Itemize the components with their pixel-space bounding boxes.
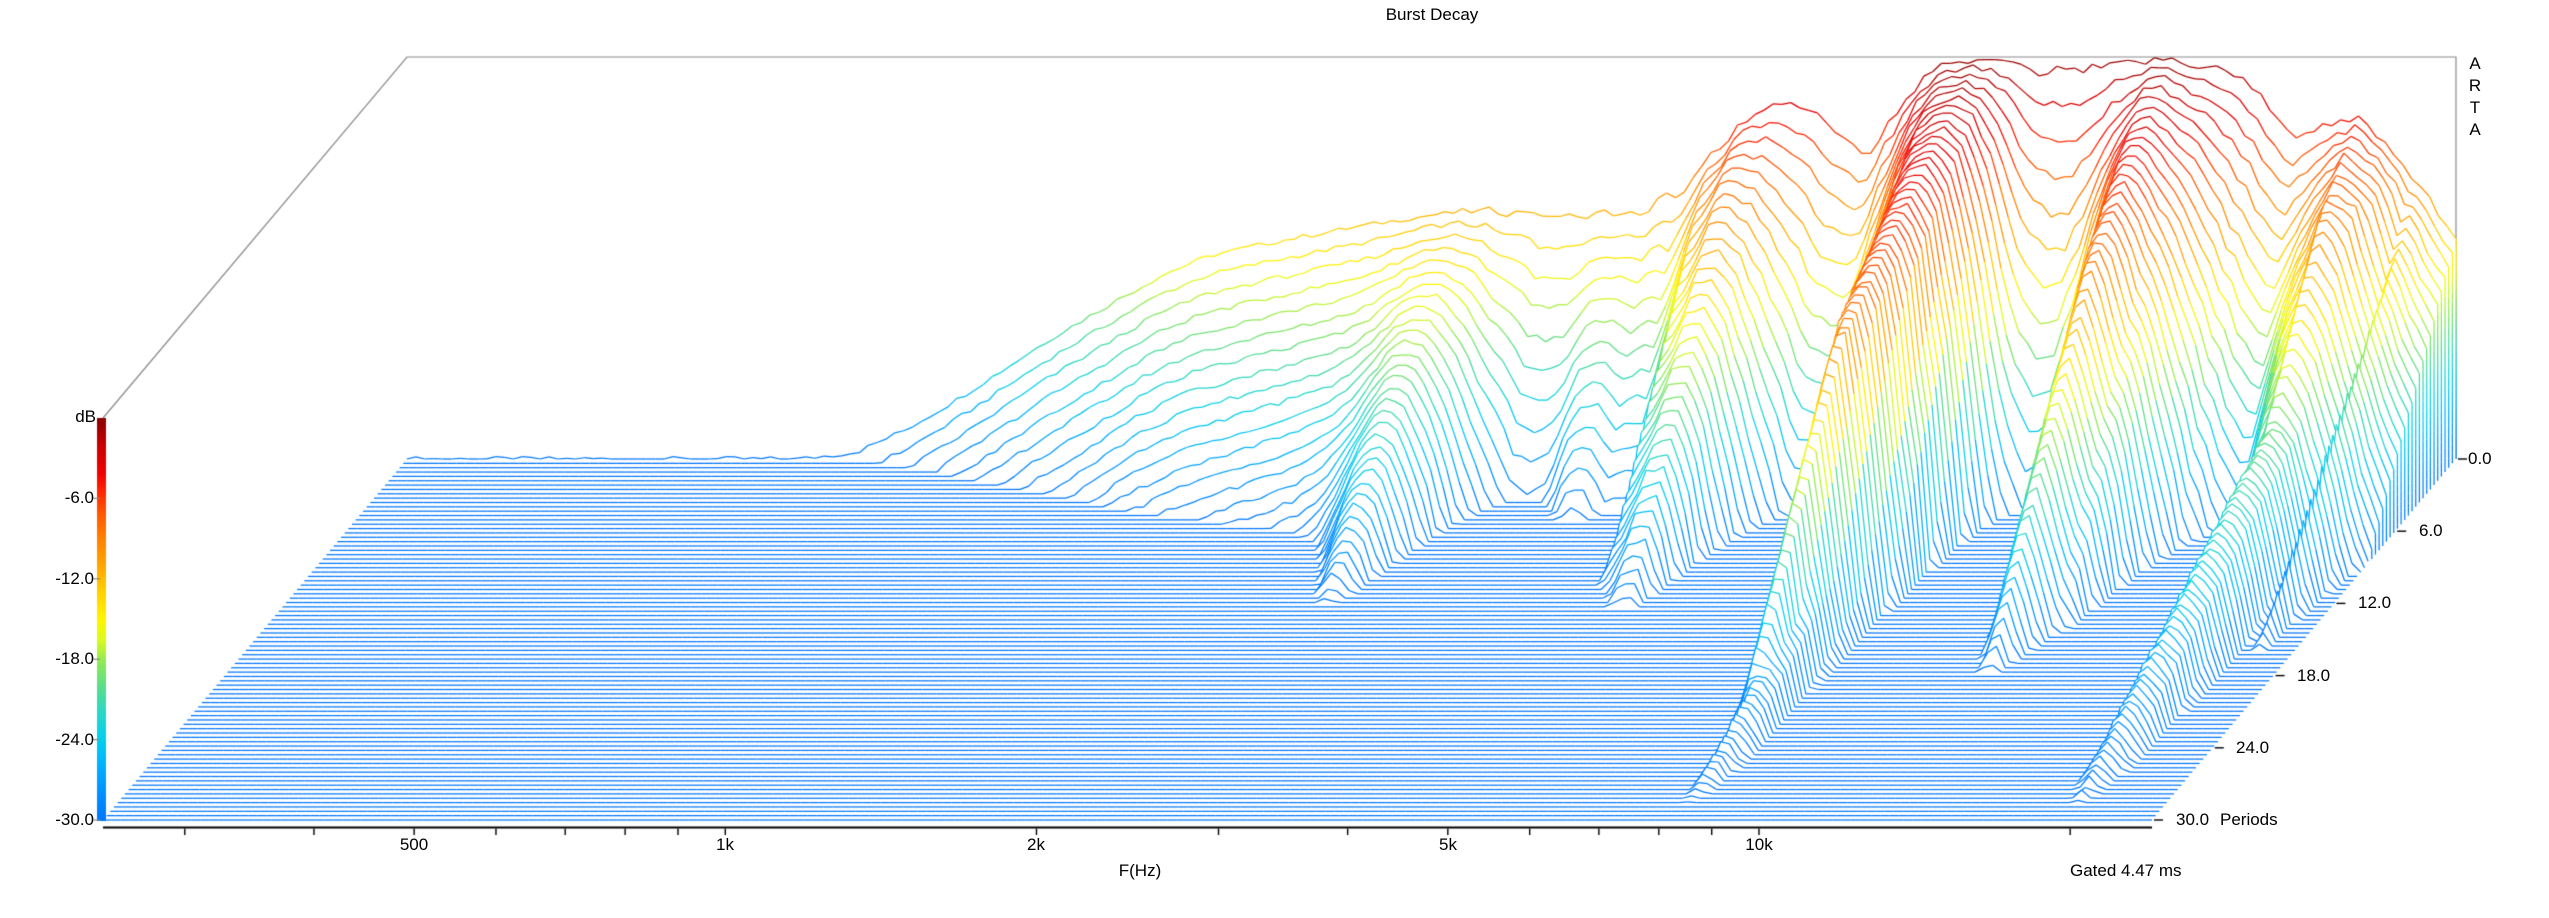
periods-tick-label: 24.0: [2236, 738, 2270, 757]
arta-watermark-letter: A: [2469, 54, 2481, 73]
arta-watermark-letter: R: [2468, 76, 2482, 95]
arta-watermark-letter: T: [2469, 98, 2481, 117]
periods-tick-label: 6.0: [2419, 521, 2443, 540]
freq-tick-label: 500: [399, 835, 429, 854]
freq-tick-label: 10k: [1745, 835, 1773, 854]
periods-axis-title: Periods: [2220, 810, 2278, 829]
freq-tick-label: 2k: [1027, 835, 1045, 854]
db-tick-label: -12.0: [55, 569, 94, 588]
db-tick-label: -24.0: [55, 730, 94, 749]
chart-title: Burst Decay: [1385, 5, 1479, 24]
freq-axis-title: F(Hz): [1118, 861, 1162, 880]
db-tick-label: -18.0: [55, 649, 94, 668]
periods-tick-label: 18.0: [2297, 666, 2331, 685]
db-axis-title: dB: [75, 407, 96, 426]
periods-tick-label: 0.0: [2468, 449, 2492, 468]
gate-time-note: Gated 4.47 ms: [2070, 861, 2182, 880]
db-tick-label: -30.0: [55, 810, 94, 829]
db-tick-label: -6.0: [64, 488, 94, 507]
freq-tick-label: 5k: [1439, 835, 1457, 854]
arta-watermark-letter: A: [2469, 120, 2481, 139]
periods-tick-label: 12.0: [2358, 593, 2392, 612]
periods-tick-label: 30.0: [2176, 810, 2210, 829]
freq-tick-label: 1k: [716, 835, 734, 854]
